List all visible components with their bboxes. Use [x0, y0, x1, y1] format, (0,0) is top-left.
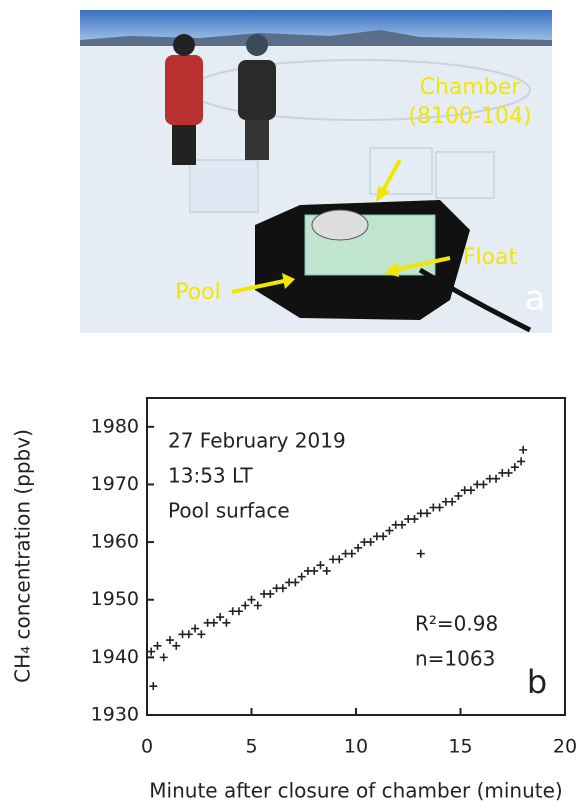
- x-tick-label: 5: [245, 736, 257, 758]
- y-tick-label: 1970: [91, 473, 139, 495]
- y-tick-label: 1960: [91, 531, 139, 553]
- x-tick-label: 0: [141, 736, 153, 758]
- annotation: n=1063: [415, 647, 495, 671]
- y-axis-label: CH₄ concentration (ppbv): [11, 429, 35, 683]
- point: [253, 601, 262, 610]
- photo: Chamber (8100-104) Float Pool a: [80, 10, 552, 333]
- y-tick-label: 1980: [91, 415, 139, 437]
- point: [266, 589, 275, 598]
- point: [197, 630, 206, 639]
- point: [366, 538, 375, 547]
- point: [335, 555, 344, 564]
- annotation: 27 February 2019: [168, 429, 346, 453]
- point: [247, 595, 256, 604]
- y-tick-label: 1930: [91, 704, 139, 726]
- point: [385, 526, 394, 535]
- point: [241, 601, 250, 610]
- point: [435, 503, 444, 512]
- point: [354, 543, 363, 552]
- annotation: R²=0.98: [415, 612, 498, 636]
- annotation: 13:53 LT: [168, 464, 253, 488]
- photo-label: Pool: [175, 280, 221, 305]
- point: [423, 509, 432, 518]
- point: [159, 653, 168, 662]
- point: [347, 549, 356, 558]
- point: [291, 578, 300, 587]
- point: [216, 613, 225, 622]
- point: [454, 491, 463, 500]
- point: [492, 474, 501, 483]
- point: [517, 457, 526, 466]
- point: [397, 520, 406, 529]
- point: [510, 463, 519, 472]
- point: [222, 618, 231, 627]
- point: [278, 584, 287, 593]
- y-tick-label: 1940: [91, 646, 139, 668]
- x-tick-label: 20: [553, 736, 577, 758]
- point: [466, 486, 475, 495]
- point: [504, 468, 513, 477]
- panel-label: a: [525, 279, 546, 319]
- point: [322, 566, 331, 575]
- point: [316, 561, 325, 570]
- x-tick-label: 15: [448, 736, 472, 758]
- point: [297, 572, 306, 581]
- point: [165, 636, 174, 645]
- point: [234, 607, 243, 616]
- x-tick-label: 10: [344, 736, 368, 758]
- point: [209, 618, 218, 627]
- panel-label: b: [527, 663, 547, 701]
- point: [379, 532, 388, 541]
- y-tick-label: 1950: [91, 588, 139, 610]
- point: [172, 641, 181, 650]
- photo-label: Chamber: [420, 75, 522, 100]
- point: [519, 445, 528, 454]
- point: [191, 624, 200, 633]
- point: [310, 566, 319, 575]
- point: [153, 641, 162, 650]
- point: [147, 647, 156, 656]
- photo-label: Float: [463, 245, 518, 270]
- photo-label: (8100-104): [408, 104, 531, 129]
- x-axis-label: Minute after closure of chamber (minute): [149, 779, 562, 803]
- point: [184, 630, 193, 639]
- point: [479, 480, 488, 489]
- annotation: Pool surface: [168, 499, 290, 523]
- point: [448, 497, 457, 506]
- point: [416, 549, 425, 558]
- point: [149, 682, 158, 691]
- point: [410, 515, 419, 524]
